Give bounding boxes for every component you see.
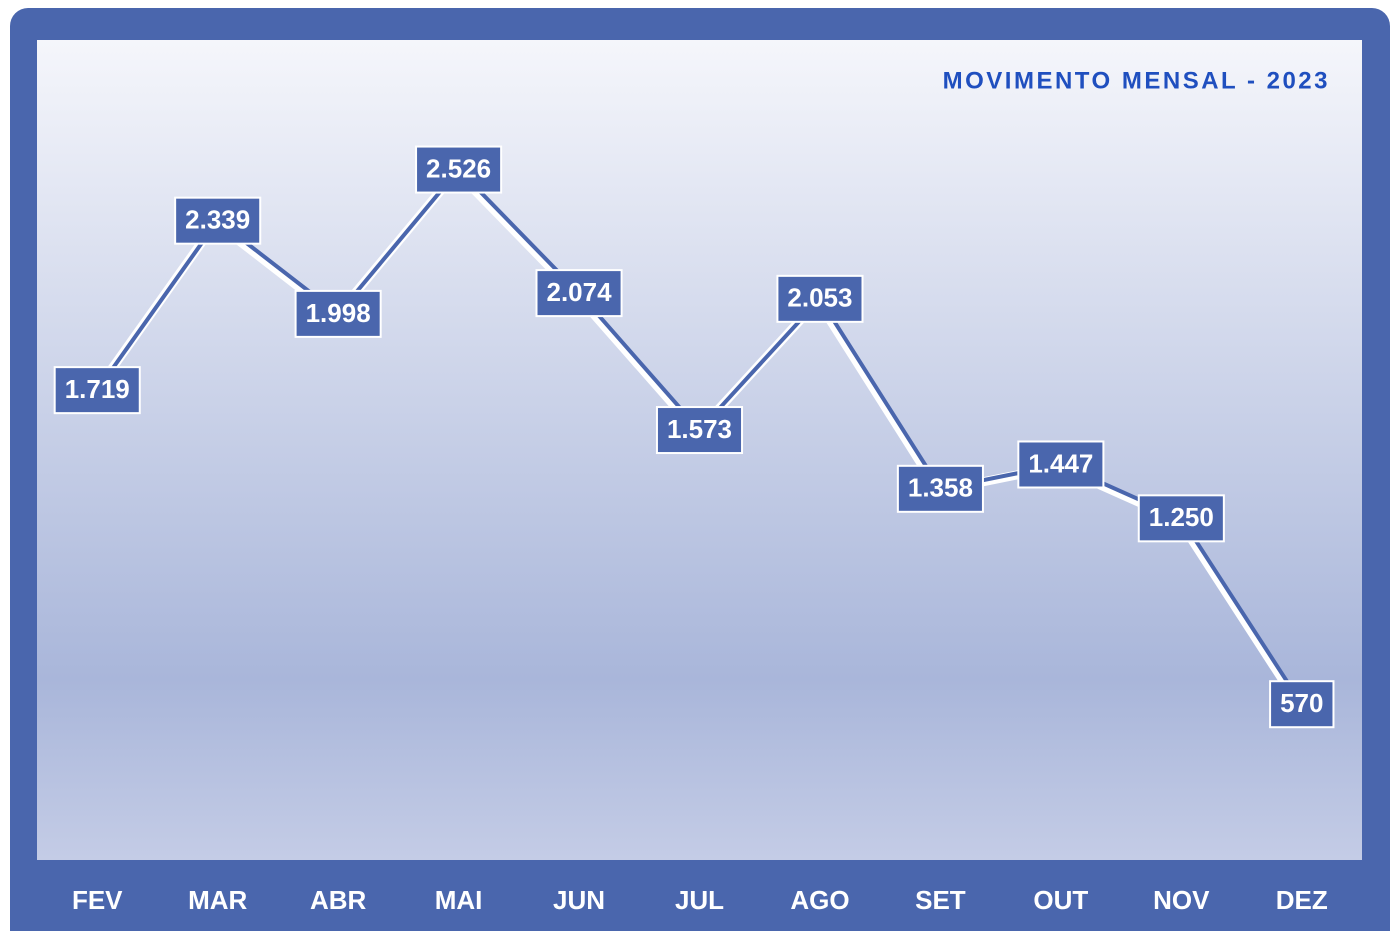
x-tick-label: FEV: [72, 885, 123, 915]
value-label: 2.074: [547, 277, 613, 307]
x-tick-label: MAI: [435, 885, 483, 915]
value-label: 1.998: [306, 298, 371, 328]
x-tick-label: JUN: [553, 885, 605, 915]
value-label-box: [415, 145, 503, 194]
value-label-box: [535, 269, 623, 318]
value-label-box: [174, 196, 262, 245]
value-label-box: [1137, 494, 1225, 543]
value-label: 1.358: [908, 473, 973, 503]
value-label-box: [896, 464, 984, 513]
value-label-box: [776, 274, 864, 323]
x-tick-label: SET: [915, 885, 966, 915]
value-label-box: [53, 366, 141, 415]
value-label-box: [1269, 680, 1335, 729]
x-tick-label: ABR: [310, 885, 367, 915]
value-label-box: [294, 289, 382, 338]
x-tick-label: DEZ: [1276, 885, 1328, 915]
x-tick-label: AGO: [790, 885, 849, 915]
x-tick-label: JUL: [675, 885, 724, 915]
chart-title: MOVIMENTO MENSAL - 2023: [943, 67, 1330, 94]
value-label: 1.250: [1149, 502, 1214, 532]
value-label: 2.053: [787, 283, 852, 313]
x-tick-label: OUT: [1033, 885, 1088, 915]
value-label: 2.339: [185, 205, 250, 235]
value-label: 1.719: [65, 374, 130, 404]
value-label: 1.573: [667, 414, 732, 444]
value-label-box: [655, 406, 744, 455]
x-tick-label: NOV: [1153, 885, 1210, 915]
value-label-box: [1017, 440, 1105, 489]
value-label: 570: [1280, 688, 1323, 718]
value-label: 1.447: [1028, 448, 1093, 478]
value-label: 2.526: [426, 153, 491, 183]
x-tick-label: MAR: [188, 885, 247, 915]
